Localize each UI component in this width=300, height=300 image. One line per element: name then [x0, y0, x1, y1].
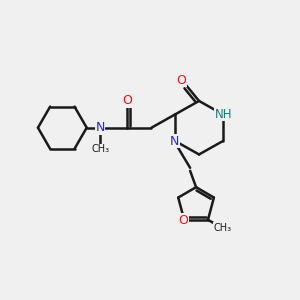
Text: N: N	[170, 135, 179, 148]
Text: N: N	[95, 121, 105, 134]
Text: O: O	[178, 214, 188, 227]
Text: NH: NH	[215, 108, 232, 121]
Text: CH₃: CH₃	[91, 144, 109, 154]
Text: O: O	[122, 94, 132, 107]
Text: CH₃: CH₃	[213, 223, 231, 232]
Text: O: O	[176, 74, 186, 87]
